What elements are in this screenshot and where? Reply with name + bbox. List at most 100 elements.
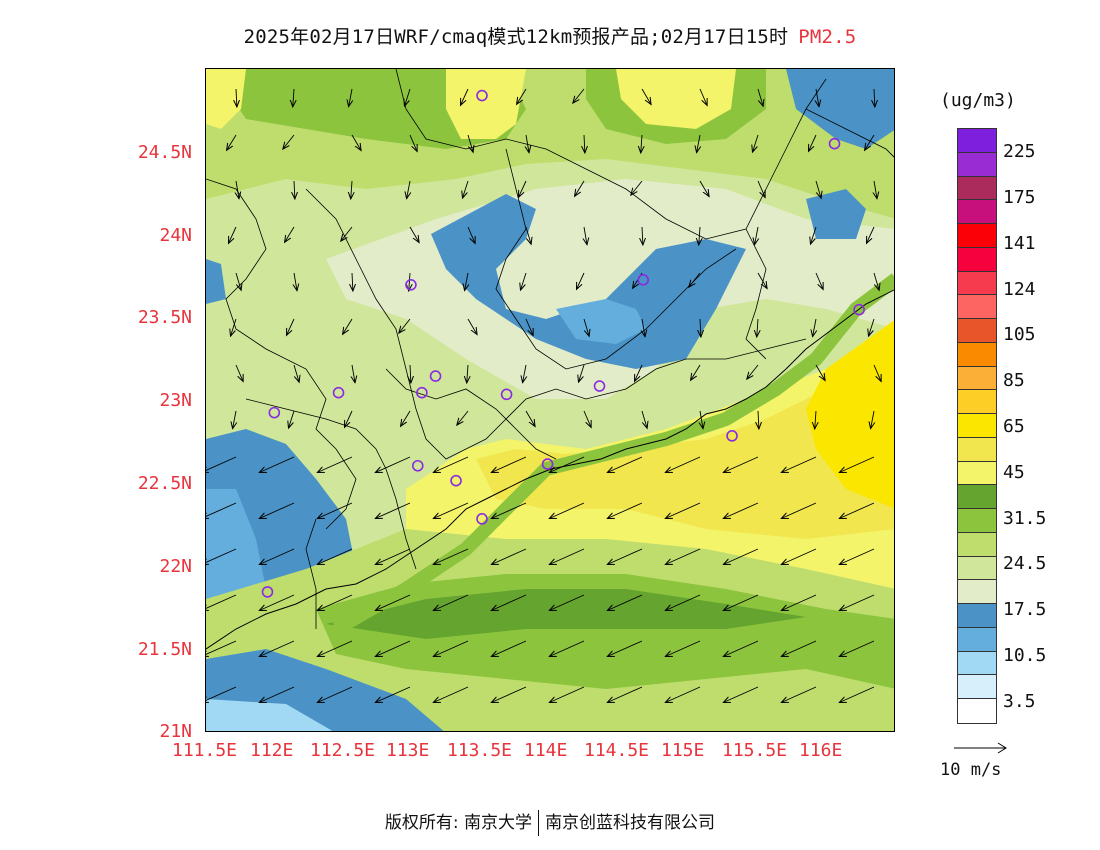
station-marker (476, 89, 488, 102)
wind-arrow (491, 640, 527, 656)
station-marker (268, 406, 281, 419)
colorbar-segment (958, 651, 996, 676)
wind-arrow (839, 686, 875, 702)
colorbar-segment (958, 509, 996, 533)
colorbar-segment (958, 604, 996, 628)
wind-arrow (781, 594, 817, 610)
lat-label-23-5: 23.5N (137, 307, 192, 328)
north-yellow-center (446, 69, 526, 139)
wind-arrow (699, 88, 707, 106)
wind-arrow (641, 134, 642, 153)
wind-arrow (409, 226, 419, 243)
wind-arrow (259, 502, 295, 518)
wind-arrow (293, 364, 299, 382)
wind-arrow (584, 134, 585, 153)
wind-arrow (228, 226, 237, 243)
wind-arrow (755, 226, 758, 245)
colorbar-segment (958, 461, 996, 486)
blue-northeast (786, 69, 894, 149)
wind-arrow (697, 134, 700, 153)
province-border (245, 398, 417, 570)
wind-arrow (691, 364, 701, 380)
footer-credits: 版权所有: 南京大学 南京创蓝科技有限公司 (0, 808, 1100, 836)
wind-arrow (576, 272, 585, 289)
wind-arrow (401, 410, 411, 426)
pm25-map[interactable] (205, 68, 895, 732)
wind-arrow (839, 548, 875, 564)
wind-arrow (815, 272, 823, 290)
station-marker (416, 386, 428, 399)
station-marker (411, 459, 424, 472)
wind-arrow (317, 548, 353, 564)
wind-arrow (235, 364, 243, 382)
wind-arrow (873, 272, 879, 290)
lon-label-114-5: 114.5E (584, 740, 650, 761)
wind-arrow (723, 502, 759, 518)
wind-arrow (433, 686, 469, 702)
wind-arrow (467, 134, 473, 152)
wind-arrow (491, 686, 527, 702)
colorbar-segment (958, 200, 996, 224)
wind-arrow (700, 318, 701, 337)
wind-arrow (634, 364, 643, 381)
wind-arrow (865, 134, 875, 150)
wind-arrow (343, 318, 353, 334)
wind-arrow (352, 364, 355, 383)
wind-arrow (294, 272, 297, 291)
wind-arrow (757, 318, 758, 337)
wind-arrow (665, 640, 701, 656)
wind-arrow (283, 134, 295, 149)
wind-vectors (206, 88, 881, 702)
station-marker (726, 430, 738, 442)
wind-arrow (868, 318, 875, 336)
wind-arrow (236, 88, 237, 107)
province-border (206, 178, 357, 530)
lat-label-22: 22N (159, 556, 192, 577)
wind-arrow (491, 502, 527, 518)
wind-arrow (349, 88, 352, 107)
wind-arrow (607, 594, 643, 610)
wind-arrow (839, 594, 875, 610)
wind-arrow (230, 318, 237, 336)
wind-arrow (294, 180, 295, 199)
lon-label-113-5: 113.5E (447, 740, 513, 761)
colorbar-segment (958, 247, 996, 272)
station-marker (637, 274, 650, 286)
wind-arrow (259, 594, 295, 610)
wind-arrow (467, 318, 477, 335)
wind-arrow (288, 410, 295, 428)
wind-arrow (758, 410, 759, 429)
wind-arrow (491, 594, 527, 610)
wind-arrow (491, 548, 527, 564)
wind-arrow (375, 502, 411, 518)
wind-arrow (689, 272, 701, 287)
colorbar-label-141: 141 (1003, 233, 1036, 254)
colorbar-segment (958, 390, 996, 414)
colorbar-segment (958, 556, 996, 581)
wind-key-arrow (954, 742, 1007, 754)
station-marker (429, 370, 442, 382)
wind-arrow (467, 226, 475, 244)
wind-arrow (839, 456, 875, 472)
wind-arrow (433, 594, 469, 610)
wind-arrow (465, 272, 468, 291)
footer-copyright: 版权所有: 南京大学 (384, 813, 533, 833)
wind-arrow (206, 456, 237, 472)
wind-arrow (549, 548, 585, 564)
colorbar-label-175: 175 (1003, 187, 1036, 208)
lon-label-111-5: 111.5E (172, 740, 238, 761)
wind-arrow (723, 548, 759, 564)
coastal-yellow-gold (476, 359, 894, 539)
wind-arrow (457, 410, 469, 425)
wind-arrow (375, 640, 411, 656)
wind-arrow (642, 318, 645, 337)
colorbar-segment (958, 319, 996, 343)
province-border (745, 228, 767, 360)
lon-label-115: 115E (661, 740, 705, 761)
wind-arrow (206, 548, 237, 564)
wind-arrow (723, 456, 759, 472)
blue-mid-center (556, 299, 646, 344)
wind-arrow (757, 272, 767, 289)
wind-arrow (206, 686, 237, 702)
wind-arrow (549, 686, 585, 702)
